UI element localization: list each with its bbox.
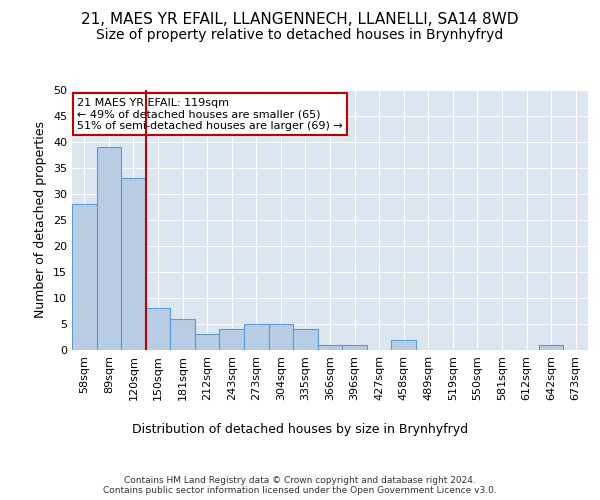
Bar (269, 324, 293, 350)
Text: Size of property relative to detached houses in Brynhyfryd: Size of property relative to detached ho… (97, 28, 503, 42)
Bar (121, 178, 146, 350)
Y-axis label: Number of detached properties: Number of detached properties (34, 122, 47, 318)
Bar (146, 308, 170, 350)
Text: Distribution of detached houses by size in Brynhyfryd: Distribution of detached houses by size … (132, 422, 468, 436)
Bar (539, 345, 563, 350)
Text: Contains HM Land Registry data © Crown copyright and database right 2024.
Contai: Contains HM Land Registry data © Crown c… (103, 476, 497, 495)
Bar (293, 329, 318, 350)
Bar (97, 147, 121, 350)
Text: 21 MAES YR EFAIL: 119sqm
← 49% of detached houses are smaller (65)
51% of semi-d: 21 MAES YR EFAIL: 119sqm ← 49% of detach… (77, 98, 343, 131)
Bar (391, 340, 416, 350)
Bar (72, 204, 97, 350)
Bar (342, 345, 367, 350)
Bar (244, 324, 269, 350)
Bar (318, 345, 342, 350)
Bar (220, 329, 244, 350)
Bar (195, 334, 220, 350)
Bar (170, 319, 195, 350)
Text: 21, MAES YR EFAIL, LLANGENNECH, LLANELLI, SA14 8WD: 21, MAES YR EFAIL, LLANGENNECH, LLANELLI… (81, 12, 519, 28)
